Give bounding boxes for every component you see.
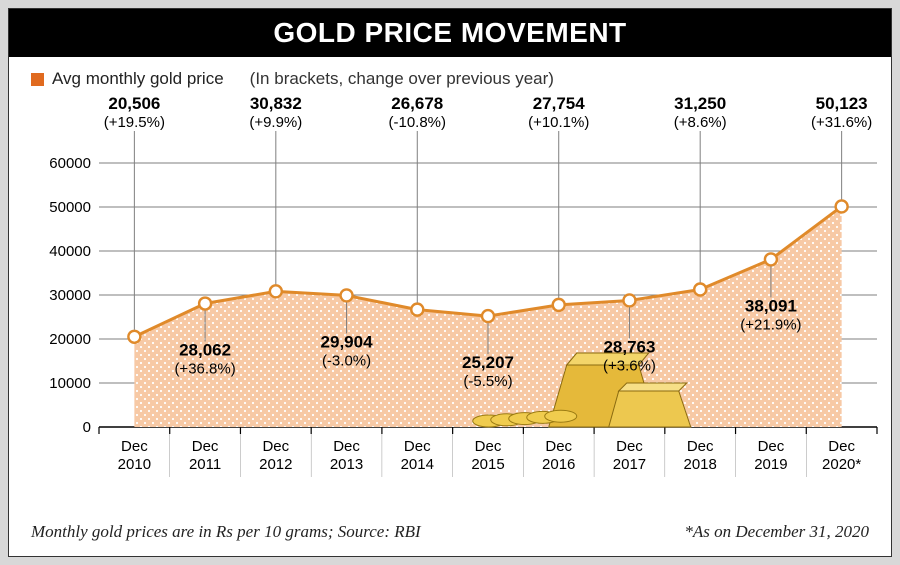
svg-text:(+21.9%): (+21.9%) xyxy=(740,316,801,333)
svg-text:(+31.6%): (+31.6%) xyxy=(811,114,872,131)
svg-text:2015: 2015 xyxy=(471,456,504,473)
svg-text:2017: 2017 xyxy=(613,456,646,473)
svg-text:2019: 2019 xyxy=(754,456,787,473)
svg-text:Dec: Dec xyxy=(828,438,855,455)
svg-text:(-5.5%): (-5.5%) xyxy=(463,373,512,390)
svg-text:(+36.8%): (+36.8%) xyxy=(174,361,235,378)
svg-text:Dec: Dec xyxy=(616,438,643,455)
legend-note: (In brackets, change over previous year) xyxy=(250,69,554,89)
svg-text:(-10.8%): (-10.8%) xyxy=(389,114,447,131)
svg-text:Dec: Dec xyxy=(758,438,785,455)
svg-text:27,754: 27,754 xyxy=(533,94,586,113)
footer-row: Monthly gold prices are in Rs per 10 gra… xyxy=(9,512,891,556)
svg-text:2018: 2018 xyxy=(683,456,716,473)
chart-title: GOLD PRICE MOVEMENT xyxy=(9,9,891,57)
svg-text:20,506: 20,506 xyxy=(108,94,160,113)
svg-text:28,763: 28,763 xyxy=(603,337,655,356)
svg-text:31,250: 31,250 xyxy=(674,94,726,113)
svg-text:(+3.6%): (+3.6%) xyxy=(603,357,656,374)
legend-row: Avg monthly gold price (In brackets, cha… xyxy=(9,57,891,93)
svg-text:(+19.5%): (+19.5%) xyxy=(104,114,165,131)
svg-text:(+9.9%): (+9.9%) xyxy=(249,114,302,131)
svg-text:Dec: Dec xyxy=(192,438,219,455)
svg-text:2013: 2013 xyxy=(330,456,363,473)
svg-text:Dec: Dec xyxy=(262,438,289,455)
svg-text:30000: 30000 xyxy=(49,287,91,304)
svg-text:(+8.6%): (+8.6%) xyxy=(674,114,727,131)
footer-source: Monthly gold prices are in Rs per 10 gra… xyxy=(31,522,421,542)
svg-text:Dec: Dec xyxy=(475,438,502,455)
svg-text:28,062: 28,062 xyxy=(179,341,231,360)
svg-text:Dec: Dec xyxy=(333,438,360,455)
svg-text:Dec: Dec xyxy=(121,438,148,455)
svg-text:(+10.1%): (+10.1%) xyxy=(528,114,589,131)
svg-text:50,123: 50,123 xyxy=(816,94,868,113)
svg-text:2016: 2016 xyxy=(542,456,575,473)
svg-text:60000: 60000 xyxy=(49,155,91,172)
svg-text:0: 0 xyxy=(83,419,91,436)
svg-text:30,832: 30,832 xyxy=(250,94,302,113)
chart-area: 0100002000030000400005000060000Dec2010De… xyxy=(9,93,891,512)
svg-text:10000: 10000 xyxy=(49,375,91,392)
svg-text:2020*: 2020* xyxy=(822,456,861,473)
svg-text:29,904: 29,904 xyxy=(321,332,374,351)
svg-text:2010: 2010 xyxy=(118,456,151,473)
svg-text:(-3.0%): (-3.0%) xyxy=(322,352,371,369)
chart-panel: GOLD PRICE MOVEMENT Avg monthly gold pri… xyxy=(8,8,892,557)
svg-text:25,207: 25,207 xyxy=(462,353,514,372)
svg-text:38,091: 38,091 xyxy=(745,296,797,315)
svg-text:Dec: Dec xyxy=(545,438,572,455)
legend-swatch xyxy=(31,73,44,86)
area-chart-svg: 0100002000030000400005000060000Dec2010De… xyxy=(31,93,887,483)
svg-text:26,678: 26,678 xyxy=(391,94,443,113)
svg-text:Dec: Dec xyxy=(687,438,714,455)
svg-text:2014: 2014 xyxy=(401,456,434,473)
svg-text:Dec: Dec xyxy=(404,438,431,455)
svg-text:40000: 40000 xyxy=(49,243,91,260)
legend-series-label: Avg monthly gold price xyxy=(52,69,224,89)
svg-text:2011: 2011 xyxy=(189,456,221,473)
footer-asterisk-note: *As on December 31, 2020 xyxy=(684,522,869,542)
svg-text:20000: 20000 xyxy=(49,331,91,348)
svg-text:50000: 50000 xyxy=(49,199,91,216)
svg-text:2012: 2012 xyxy=(259,456,292,473)
